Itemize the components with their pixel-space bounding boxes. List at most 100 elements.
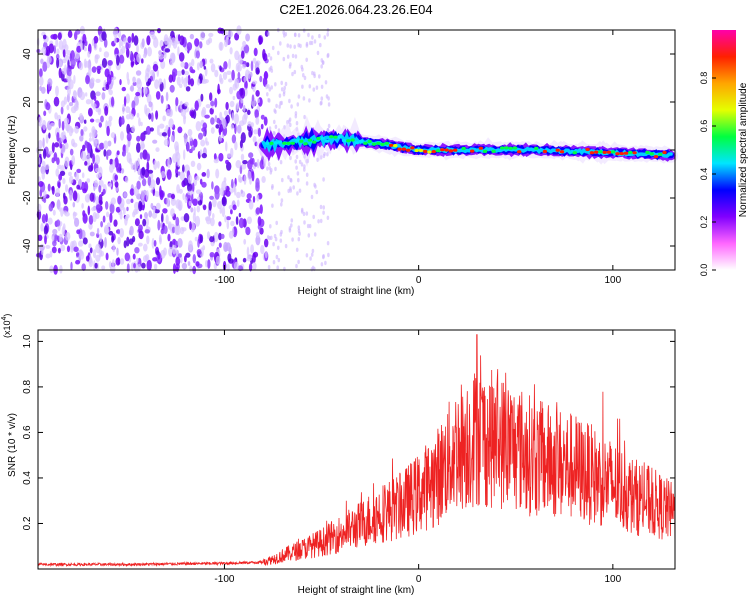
spectrogram-noise-cell <box>303 167 306 172</box>
spectrogram-noise-cell <box>177 200 183 212</box>
spectrogram-noise-cell <box>96 173 101 179</box>
spectrogram-noise-cell <box>221 206 226 218</box>
snr-x-tick-label: 100 <box>605 574 622 585</box>
spectrogram-noise-cell <box>199 60 203 69</box>
spectrogram-noise-cell <box>65 50 72 56</box>
spectrogram-noise-cell <box>326 32 330 37</box>
spectrogram-noise-cell <box>271 184 274 189</box>
spectrogram-noise-cell <box>107 120 112 127</box>
spectrogram-noise-cell <box>58 67 62 79</box>
spectrogram-noise-cell <box>106 74 112 85</box>
spectrogram-noise-cell <box>217 201 223 210</box>
spectrogram-noise-cell <box>47 183 51 192</box>
spectrogram-noise-cell <box>131 32 135 43</box>
spectrogram-noise-cell <box>200 139 206 147</box>
colorbar-tick-label: 0.6 <box>699 120 709 133</box>
spectrogram-noise-cell <box>62 210 68 215</box>
spectrogram-noise-cell <box>149 31 155 38</box>
spectrogram-noise-cell <box>260 114 265 120</box>
spectrogram-noise-cell <box>145 254 150 262</box>
spectrogram-noise-cell <box>322 254 325 259</box>
spectrogram-signal-band <box>261 131 673 158</box>
spectrogram-noise-cell <box>178 253 182 258</box>
spectrogram-noise-cell <box>94 179 99 189</box>
spectrogram-noise-cell <box>97 107 102 116</box>
spectrogram-noise-cell <box>58 173 63 181</box>
spectrogram-noise-cell <box>183 70 189 76</box>
spectrogram-noise-cell <box>93 260 96 271</box>
spectrogram-noise-cell <box>70 57 76 68</box>
spectrogram-peak-cell <box>645 150 650 154</box>
spectrogram-noise-cell <box>136 142 141 153</box>
spectrogram-noise-cell <box>125 198 131 205</box>
spectrogram-peak-cell <box>316 136 321 141</box>
spectrogram-noise-cell <box>134 160 138 171</box>
spectrogram-noise-cell <box>68 126 73 137</box>
spectrogram-noise-cell <box>91 39 95 47</box>
spectrogram-noise-cell <box>227 30 233 38</box>
spectrogram-noise-cell <box>196 162 202 171</box>
spectrogram-noise-cell <box>120 168 125 174</box>
spectrogram-noise-cell <box>59 143 63 149</box>
spectrogram-noise-cell <box>76 229 81 235</box>
spectrogram-noise-cell <box>218 152 224 162</box>
spectrogram-noise-cell <box>305 57 309 62</box>
spectrogram-noise-cell <box>252 57 257 64</box>
spectrogram-noise-cell <box>95 91 101 97</box>
spectrogram-noise-cell <box>41 46 47 56</box>
spectrogram-noise-cell <box>233 261 239 271</box>
spectrogram-noise-cell <box>323 35 327 40</box>
spectrogram-noise-cell <box>293 69 297 75</box>
spectrogram-peak-cell <box>299 139 304 143</box>
spectrogram-noise-cell <box>39 244 45 252</box>
spectrogram-noise-cell <box>316 50 320 56</box>
spectrogram-noise-cell <box>311 248 315 254</box>
spectrogram-noise-cell <box>130 85 135 92</box>
spectrogram-noise-cell <box>54 142 60 148</box>
spectrogram-noise-cell <box>126 263 130 273</box>
spectrogram-noise-cell <box>123 37 128 45</box>
spectrogram-noise-cell <box>314 184 317 189</box>
spectrogram-noise-cell <box>63 138 67 144</box>
spectrogram-peak-cell <box>406 148 411 152</box>
spectrogram-noise-cell <box>152 63 159 72</box>
spectrogram-noise-cell <box>226 263 230 272</box>
spectrogram-noise-cell <box>241 162 247 170</box>
spectrogram-y-tick-label: -40 <box>22 238 33 253</box>
spectrogram-noise-cell <box>253 129 258 135</box>
spectrogram-x-axis-label: Height of straight line (km) <box>298 286 415 297</box>
spectrogram-noise-cell <box>89 247 93 254</box>
spectrogram-noise-cell <box>126 123 131 135</box>
spectrogram-noise-cell <box>289 155 292 161</box>
spectrogram-noise-cell <box>148 101 153 108</box>
spectrogram-noise-cell <box>42 119 47 131</box>
spectrogram-noise-cell <box>255 116 260 125</box>
spectrogram-noise-cell <box>277 245 280 250</box>
spectrogram-noise-cell <box>217 83 220 95</box>
spectrogram-noise-cell <box>62 38 67 49</box>
spectrogram-noise-cell <box>169 84 175 93</box>
spectrogram-noise-cell <box>301 84 304 89</box>
spectrogram-noise-cell <box>134 247 140 254</box>
spectrogram-noise-cell <box>192 138 198 148</box>
snr-x-tick-label: -100 <box>214 574 234 585</box>
spectrogram-noise-cell <box>305 181 309 186</box>
spectrogram-noise-cell <box>140 121 143 127</box>
spectrogram-peak-cell <box>482 149 488 153</box>
spectrogram-noise-cell <box>290 223 293 228</box>
spectrogram-peak-cell <box>517 150 522 154</box>
spectrogram-noise-cell <box>129 188 135 196</box>
spectrogram-noise-cell <box>64 54 70 61</box>
spectrogram-noise-cell <box>242 257 247 263</box>
spectrogram-noise-cell <box>297 178 300 183</box>
spectrogram-noise-cell <box>76 252 80 257</box>
spectrogram-noise-cell <box>43 225 49 236</box>
spectrogram-noise-cell <box>146 81 150 87</box>
spectrogram-peak-cell <box>371 142 377 146</box>
spectrogram-peak-cell <box>380 142 385 146</box>
spectrogram-noise-cell <box>277 257 281 263</box>
spectrogram-noise-cell <box>96 65 102 71</box>
spectrogram-noise-cell <box>307 32 310 38</box>
spectrogram-noise-cell <box>43 197 47 204</box>
spectrogram-noise-cell <box>251 157 255 165</box>
